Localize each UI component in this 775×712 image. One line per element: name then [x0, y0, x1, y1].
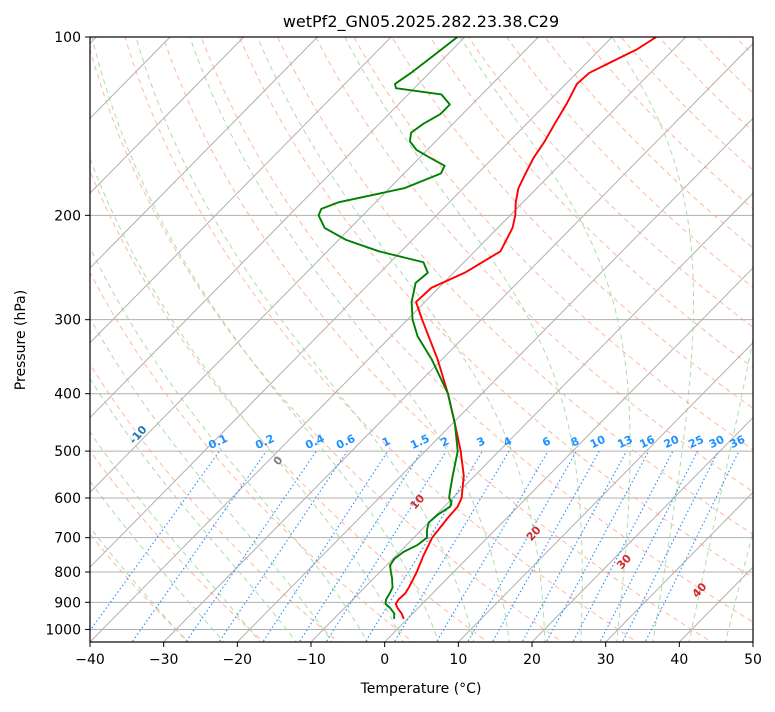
moist-adiabat-line	[689, 37, 775, 644]
dry-adiabat-line	[309, 24, 775, 645]
dry-adiabat-line	[0, 24, 266, 645]
isotherm-line	[0, 10, 418, 654]
isotherm-line	[520, 10, 775, 654]
y-tick-label: 300	[54, 313, 81, 329]
x-tick-label: 40	[670, 652, 688, 668]
y-tick-label: 900	[54, 595, 81, 611]
x-tick-label: 20	[523, 652, 541, 668]
mixing-ratio-label: 0.2	[253, 432, 276, 452]
dry-adiabat-line	[497, 24, 775, 645]
dry-adiabat-line	[8, 24, 416, 645]
dry-adiabat-line	[422, 24, 775, 645]
dry-adiabat-line	[685, 24, 775, 645]
mixing-ratio-line	[261, 451, 388, 644]
dry-adiabat-line	[384, 24, 775, 645]
dry-adiabat-line	[121, 24, 641, 645]
y-tick-label: 1000	[45, 622, 81, 638]
isotherm-line	[0, 10, 344, 654]
mixing-ratio-line	[80, 451, 219, 644]
y-tick-label: 700	[54, 531, 81, 547]
dry-adiabat-line	[272, 24, 775, 645]
mixing-ratio-line	[184, 451, 316, 644]
mixing-ratio-line	[545, 451, 649, 644]
moist-adiabat-label: 20	[524, 523, 544, 543]
plot-frame	[90, 37, 753, 642]
dry-adiabat-line	[610, 24, 775, 645]
mixing-ratio-label: 0.4	[303, 432, 326, 452]
mixing-ratio-label: 16	[638, 433, 658, 451]
dry-adiabat-line	[83, 24, 565, 645]
mixing-ratio-label: 25	[686, 433, 705, 451]
mixing-ratio-label: 20	[662, 433, 682, 451]
mixing-ratio-line	[130, 451, 266, 644]
dry-adiabat-line	[460, 24, 775, 645]
moist-adiabat-label: 30	[614, 552, 634, 572]
isotherm-line	[741, 10, 775, 654]
isotherm-line	[5, 10, 639, 654]
moist-adiabat-line	[0, 37, 334, 644]
x-tick-label: 30	[597, 652, 615, 668]
moist-adiabat-line	[23, 37, 369, 644]
dry-adiabat-line	[723, 24, 775, 645]
x-axis-label: Temperature (°C)	[360, 681, 482, 697]
isotherm-line	[668, 10, 775, 654]
y-axis-label: Pressure (hPa)	[13, 290, 29, 390]
isotherm-line	[0, 10, 197, 654]
background-lines	[0, 10, 775, 654]
moist-adiabat-line	[55, 37, 404, 644]
chart-title: wetPf2_GN05.2025.282.23.38.C29	[283, 12, 559, 32]
moist-adiabat-line	[725, 37, 775, 644]
x-tick-label: 50	[744, 652, 762, 668]
moist-adiabat-label: 40	[690, 580, 710, 600]
moist-adiabat-line	[190, 37, 510, 644]
mixing-ratio-label: 6	[540, 434, 553, 449]
y-tick-label: 100	[54, 30, 81, 46]
mixing-ratio-label: 3	[475, 434, 487, 449]
dry-adiabat-line	[0, 24, 341, 645]
x-tick-label: −10	[296, 652, 326, 668]
dry-adiabat-line	[46, 24, 491, 645]
x-tick-label: −30	[149, 652, 179, 668]
dry-adiabat-label: -10	[127, 423, 150, 447]
y-tick-label: 800	[54, 565, 81, 581]
moist-adiabat-line	[0, 37, 298, 644]
mixing-ratio-label: 1	[380, 434, 392, 449]
x-tick-label: 0	[380, 652, 389, 668]
mixing-ratio-label: 13	[615, 433, 634, 451]
dry-adiabat-line	[347, 24, 775, 645]
mixing-ratio-line	[491, 451, 599, 644]
moist-adiabat-label: 0	[271, 453, 286, 468]
y-tick-label: 200	[54, 208, 81, 224]
y-tick-label: 500	[54, 444, 81, 460]
x-tick-label: −40	[75, 652, 105, 668]
moist-adiabat-line	[0, 37, 226, 644]
isotherm-line	[373, 10, 775, 654]
x-tick-label: −20	[223, 652, 253, 668]
mixing-ratio-label: 2	[439, 434, 451, 449]
y-tick-label: 600	[54, 491, 81, 507]
dry-adiabat-line	[234, 24, 775, 645]
y-tick-label: 400	[54, 387, 81, 403]
mixing-ratio-line	[599, 451, 698, 644]
x-tick-label: 10	[449, 652, 467, 668]
mixing-ratio-label: 10	[588, 433, 608, 451]
dry-adiabat-line	[760, 24, 775, 645]
moist-adiabat-line	[345, 37, 583, 644]
mixing-ratio-label: 1.5	[408, 432, 431, 452]
mixing-ratio-label: 8	[569, 434, 581, 449]
mixing-ratio-line	[521, 451, 627, 644]
mixing-ratio-label: 30	[707, 433, 727, 451]
isotherm-line	[299, 10, 775, 654]
